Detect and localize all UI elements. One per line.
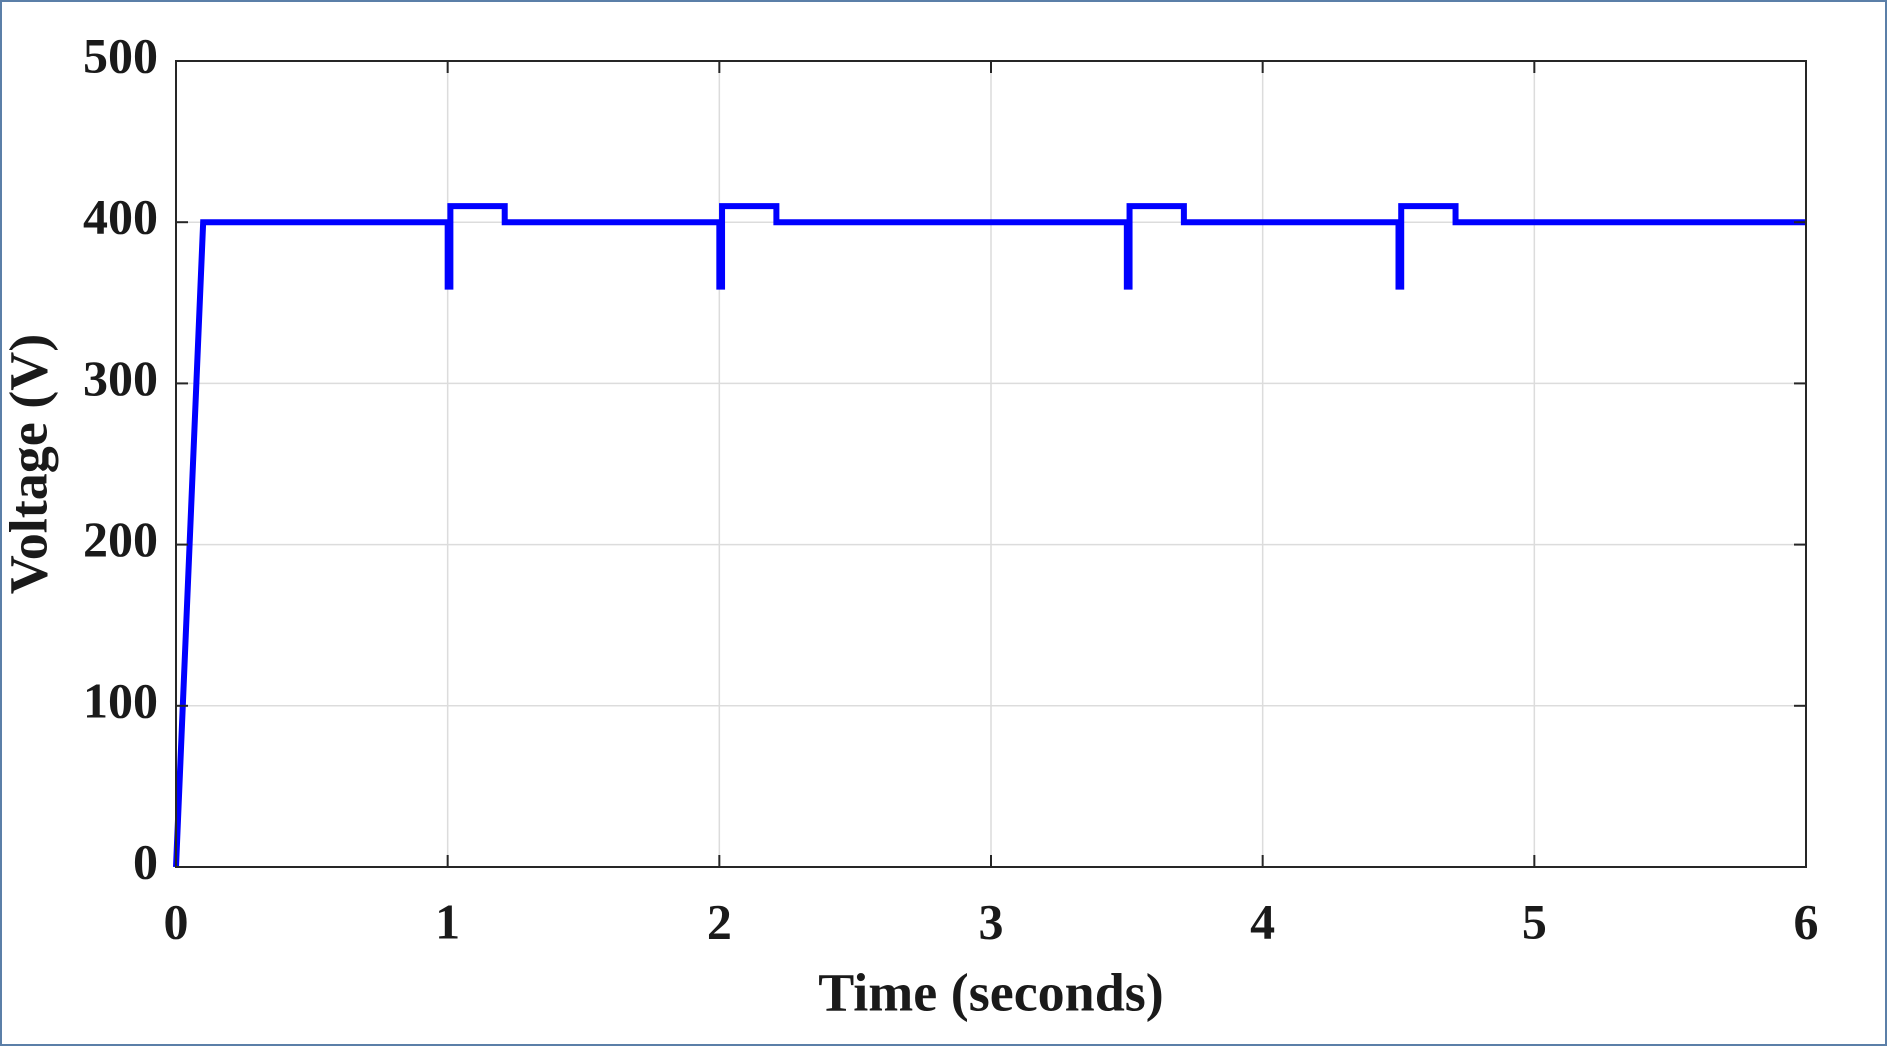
y-tick-label: 500 (83, 27, 158, 83)
x-tick-label: 0 (164, 893, 189, 949)
y-tick-label: 400 (83, 189, 158, 245)
plot-area (173, 203, 1806, 868)
y-tick-label: 100 (83, 672, 158, 728)
x-tick-label: 2 (707, 893, 732, 949)
x-tick-label: 3 (979, 893, 1004, 949)
data-line (173, 203, 1806, 868)
x-tick-label: 5 (1522, 893, 1547, 949)
y-tick-label: 200 (83, 511, 158, 567)
x-tick-label: 1 (435, 893, 460, 949)
y-tick-label: 0 (133, 833, 158, 889)
x-tick-label: 6 (1794, 893, 1819, 949)
axes-box (175, 60, 1807, 868)
y-tick-label: 300 (83, 350, 158, 406)
x-axis-label: Time (seconds) (818, 962, 1164, 1022)
y-axis-label: Voltage (V) (0, 334, 58, 594)
x-tick-label: 4 (1250, 893, 1275, 949)
